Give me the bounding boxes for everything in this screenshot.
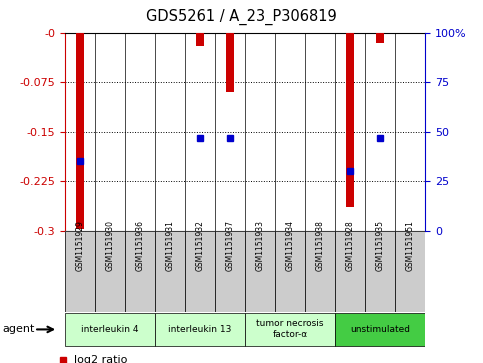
Text: GSM1151931: GSM1151931 xyxy=(166,220,175,272)
Text: tumor necrosis
factor-α: tumor necrosis factor-α xyxy=(256,319,324,339)
Text: GSM1151929: GSM1151929 xyxy=(76,220,85,272)
Bar xyxy=(305,231,335,312)
Text: GSM1151936: GSM1151936 xyxy=(136,220,145,272)
Bar xyxy=(65,231,95,312)
Text: GSM1151934: GSM1151934 xyxy=(285,220,295,272)
Bar xyxy=(245,231,275,312)
Bar xyxy=(155,313,245,346)
Text: GSM1151938: GSM1151938 xyxy=(315,220,325,272)
Bar xyxy=(376,33,384,42)
Bar xyxy=(215,231,245,312)
Text: GSM1151933: GSM1151933 xyxy=(256,220,265,272)
Text: log2 ratio: log2 ratio xyxy=(74,355,128,363)
Text: GDS5261 / A_23_P306819: GDS5261 / A_23_P306819 xyxy=(146,9,337,25)
Text: interleukin 4: interleukin 4 xyxy=(82,325,139,334)
Bar xyxy=(65,313,155,346)
Text: interleukin 13: interleukin 13 xyxy=(169,325,232,334)
Bar xyxy=(76,33,84,229)
Text: GSM1151928: GSM1151928 xyxy=(345,221,355,272)
Text: unstimulated: unstimulated xyxy=(350,325,410,334)
Bar xyxy=(346,33,354,207)
Text: agent: agent xyxy=(2,325,35,334)
Bar xyxy=(197,33,204,46)
Bar xyxy=(95,231,125,312)
Bar xyxy=(227,33,234,92)
Bar xyxy=(185,231,215,312)
Text: GSM1151951: GSM1151951 xyxy=(406,220,414,272)
Text: GSM1151930: GSM1151930 xyxy=(106,220,114,272)
Bar xyxy=(245,313,335,346)
Bar xyxy=(395,231,425,312)
Bar xyxy=(275,231,305,312)
Bar xyxy=(335,231,365,312)
Bar xyxy=(365,231,395,312)
Text: GSM1151937: GSM1151937 xyxy=(226,220,235,272)
Bar xyxy=(125,231,155,312)
Bar xyxy=(155,231,185,312)
Text: GSM1151932: GSM1151932 xyxy=(196,220,205,272)
Bar xyxy=(335,313,425,346)
Text: GSM1151935: GSM1151935 xyxy=(376,220,384,272)
